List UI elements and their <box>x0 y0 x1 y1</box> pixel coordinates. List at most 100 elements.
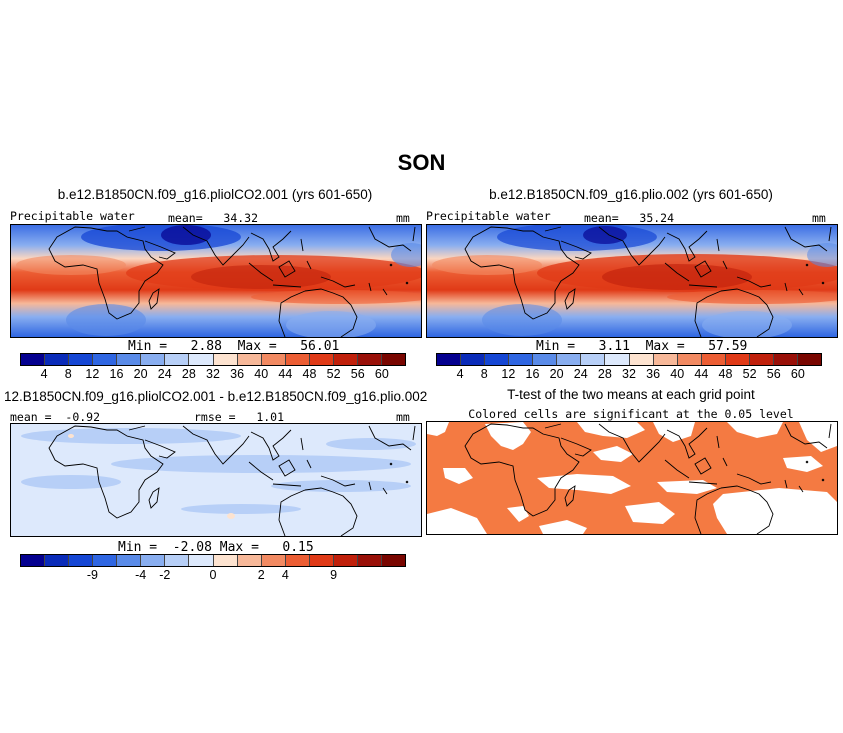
colorbar-swatch <box>189 354 214 365</box>
panel-2-variable-label: Precipitable water <box>426 209 551 223</box>
colorbar-swatch <box>381 555 405 566</box>
panel-3-title: 12.B1850CN.f09_g16.pliolCO2.001 - b.e12.… <box>4 389 428 404</box>
panel-1-map <box>10 224 422 338</box>
colorbar-swatch <box>357 555 382 566</box>
colorbar-swatch <box>581 354 606 365</box>
colorbar-swatch <box>797 354 821 365</box>
panel-2-map <box>426 224 838 338</box>
colorbar-swatch <box>773 354 798 365</box>
colorbar-tick-label: -9 <box>86 568 98 582</box>
colorbar-tick-label: 48 <box>718 367 733 381</box>
colorbar-tick-label: 48 <box>302 367 317 381</box>
panel-3-mean: mean = -0.92 <box>10 410 101 424</box>
colorbar-tick-label: 28 <box>597 367 612 381</box>
colorbar-swatch <box>117 354 142 365</box>
colorbar-tick-label: 12 <box>501 367 516 381</box>
colorbar-swatch <box>21 354 46 365</box>
colorbar-tick-label: 52 <box>326 367 341 381</box>
colorbar-swatch <box>45 555 70 566</box>
colorbar-tick-label: 36 <box>230 367 245 381</box>
colorbar-swatch <box>21 555 46 566</box>
colorbar-tick-label: 2 <box>257 568 265 582</box>
colorbar-tick-label: 24 <box>157 367 172 381</box>
colorbar-tick-label: 24 <box>573 367 588 381</box>
colorbar-tick-label: 4 <box>281 568 289 582</box>
colorbar-swatch <box>213 354 238 365</box>
panel-3-units: mm <box>396 410 410 424</box>
colorbar-swatch <box>533 354 558 365</box>
colorbar-swatch <box>93 555 118 566</box>
colorbar-tick-label: 60 <box>790 367 805 381</box>
colorbar-swatch <box>725 354 750 365</box>
colorbar-swatch <box>509 354 534 365</box>
colorbar-tick-label: 8 <box>64 367 72 381</box>
panel-2-min-max: Min = 3.11 Max = 57.59 <box>536 339 748 354</box>
colorbar-swatch <box>485 354 510 365</box>
panel-3-min-max: Min = -2.08 Max = 0.15 <box>118 540 314 555</box>
colorbar-swatch <box>237 354 262 365</box>
colorbar-swatch <box>653 354 678 365</box>
panel-2-units: mm <box>812 211 826 225</box>
panel-3-colorbar: -9 -4 -2 0 2 4 9 <box>20 554 406 582</box>
colorbar-tick-label: 16 <box>109 367 124 381</box>
colorbar-tick-label: 12 <box>85 367 100 381</box>
colorbar-swatch <box>141 354 166 365</box>
colorbar-tick-label: 40 <box>670 367 685 381</box>
colorbar-swatch <box>309 354 334 365</box>
panel-3-rmse: rmse = 1.01 <box>194 410 285 424</box>
colorbar-swatch <box>357 354 382 365</box>
colorbar-tick-label: 36 <box>646 367 661 381</box>
colorbar-tick-label: -2 <box>159 568 171 582</box>
colorbar-swatch <box>93 354 118 365</box>
colorbar-swatch <box>333 555 358 566</box>
panel-1-variable-label: Precipitable water <box>10 209 135 223</box>
colorbar-swatch <box>461 354 486 365</box>
panel-1-title: b.e12.B1850CN.f09_g16.pliolCO2.001 (yrs … <box>57 187 373 202</box>
colorbar-swatch <box>677 354 702 365</box>
panel-1-min-max: Min = 2.88 Max = 56.01 <box>128 339 340 354</box>
colorbar-swatch <box>237 555 262 566</box>
panel-2-colorbar: 4 8 12 16 20 24 28 32 36 40 44 48 52 56 60 <box>436 353 822 381</box>
panel-1-colorbar: 4 8 12 16 20 24 28 32 36 40 44 48 52 56 60 <box>20 353 406 381</box>
colorbar-swatch <box>213 555 238 566</box>
colorbar-tick-label: 9 <box>330 568 338 582</box>
colorbar-swatch <box>189 555 214 566</box>
colorbar-swatch <box>45 354 70 365</box>
page-title: SON <box>397 150 446 175</box>
colorbar-tick-label: 32 <box>622 367 636 381</box>
panel-3-map <box>10 423 422 537</box>
colorbar-swatch <box>333 354 358 365</box>
panel-2-title: b.e12.B1850CN.f09_g16.plio.002 (yrs 601-… <box>489 187 773 202</box>
colorbar-tick-label: 44 <box>278 367 293 381</box>
panel-1-mean: mean= 34.32 <box>168 211 259 225</box>
colorbar-tick-label: 20 <box>133 367 148 381</box>
colorbar-swatch <box>69 555 94 566</box>
colorbar-swatch <box>557 354 582 365</box>
colorbar-tick-label: 60 <box>374 367 389 381</box>
colorbar-swatch <box>165 555 190 566</box>
panel-1-units: mm <box>396 211 410 225</box>
colorbar-tick-label: 52 <box>742 367 757 381</box>
colorbar-tick-label: 4 <box>456 367 464 381</box>
colorbar-tick-label: 56 <box>766 367 781 381</box>
colorbar-swatch <box>701 354 726 365</box>
colorbar-tick-label: 16 <box>525 367 540 381</box>
colorbar-tick-label: 56 <box>350 367 365 381</box>
panel-2-mean: mean= 35.24 <box>584 211 675 225</box>
colorbar-swatch <box>261 555 286 566</box>
colorbar-tick-label: 20 <box>549 367 564 381</box>
colorbar-swatch <box>117 555 142 566</box>
colorbar-tick-label: 4 <box>40 367 48 381</box>
colorbar-swatch <box>285 555 310 566</box>
colorbar-tick-label: 32 <box>206 367 220 381</box>
colorbar-swatch <box>309 555 334 566</box>
colorbar-tick-label: 44 <box>694 367 709 381</box>
colorbar-swatch <box>261 354 286 365</box>
colorbar-swatch <box>749 354 774 365</box>
colorbar-tick-label: -4 <box>135 568 147 582</box>
panel-4-title: T-test of the two means at each grid poi… <box>507 387 755 402</box>
colorbar-swatch <box>69 354 94 365</box>
colorbar-tick-label: 40 <box>254 367 269 381</box>
colorbar-swatch <box>437 354 462 365</box>
colorbar-swatch <box>165 354 190 365</box>
